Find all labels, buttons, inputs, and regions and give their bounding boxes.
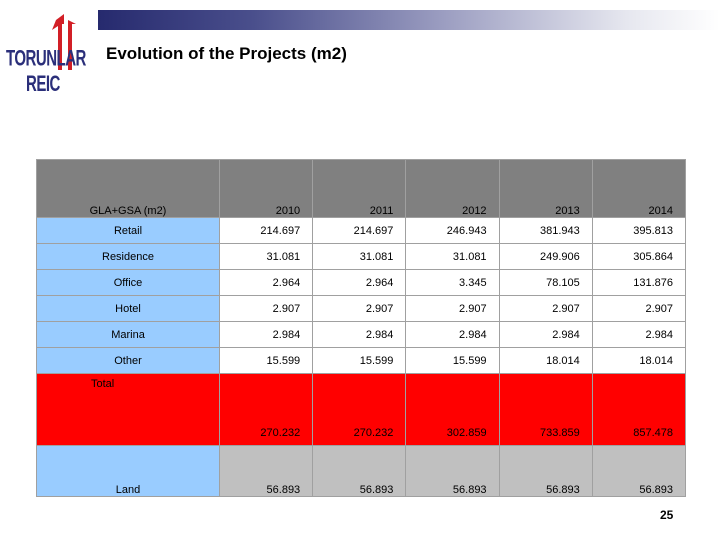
- table-cell: 381.943: [498, 217, 593, 244]
- table-cell: 2.907: [312, 295, 407, 322]
- table-row: Hotel 2.907 2.907 2.907 2.907 2.907: [36, 295, 687, 322]
- logo-mark-icon: [52, 14, 76, 70]
- table-cell: 246.943: [405, 217, 500, 244]
- land-row: Land 56.893 56.893 56.893 56.893 56.893: [36, 445, 687, 497]
- table-cell: 15.599: [405, 347, 500, 374]
- table-cell: 15.599: [218, 347, 314, 374]
- land-cell: 56.893: [218, 445, 314, 497]
- table-cell: 214.697: [312, 217, 407, 244]
- table-cell: 2.964: [218, 269, 314, 296]
- year-header: 2012: [405, 159, 500, 218]
- total-cell: 302.859: [405, 373, 500, 446]
- table-row: Marina 2.984 2.984 2.984 2.984 2.984: [36, 321, 687, 348]
- row-label: Other: [36, 347, 220, 374]
- corner-header: GLA+GSA (m2): [36, 159, 220, 218]
- header-gradient-bar: [98, 10, 720, 30]
- year-header: 2010: [218, 159, 314, 218]
- table-cell: 2.984: [591, 321, 687, 348]
- table-cell: 15.599: [312, 347, 407, 374]
- row-label: Hotel: [36, 295, 220, 322]
- row-label: Office: [36, 269, 220, 296]
- table-cell: 2.984: [218, 321, 314, 348]
- table-cell: 2.984: [405, 321, 500, 348]
- table-cell: 2.907: [591, 295, 687, 322]
- table-cell: 31.081: [405, 243, 500, 270]
- table-cell: 131.876: [591, 269, 687, 296]
- table-cell: 31.081: [312, 243, 407, 270]
- land-cell: 56.893: [591, 445, 687, 497]
- table-header-row: GLA+GSA (m2) 2010 2011 2012 2013 2014: [36, 159, 687, 218]
- total-cell: 733.859: [498, 373, 593, 446]
- land-label: Land: [36, 445, 220, 497]
- table-cell: 2.984: [312, 321, 407, 348]
- table-row: Office 2.964 2.964 3.345 78.105 131.876: [36, 269, 687, 296]
- table-cell: 395.813: [591, 217, 687, 244]
- table-row: Residence 31.081 31.081 31.081 249.906 3…: [36, 243, 687, 270]
- total-cell: 270.232: [218, 373, 314, 446]
- land-cell: 56.893: [405, 445, 500, 497]
- table-row: Retail 214.697 214.697 246.943 381.943 3…: [36, 217, 687, 244]
- table-cell: 249.906: [498, 243, 593, 270]
- total-cell: 270.232: [312, 373, 407, 446]
- table-cell: 18.014: [591, 347, 687, 374]
- table-cell: 3.345: [405, 269, 500, 296]
- total-row: Total 270.232 270.232 302.859 733.859 85…: [36, 373, 687, 446]
- total-label: Total: [36, 373, 220, 446]
- land-cell: 56.893: [312, 445, 407, 497]
- table-cell: 214.697: [218, 217, 314, 244]
- table-cell: 305.864: [591, 243, 687, 270]
- table-cell: 2.907: [218, 295, 314, 322]
- row-label: Retail: [36, 217, 220, 244]
- table-row: Other 15.599 15.599 15.599 18.014 18.014: [36, 347, 687, 374]
- logo-text: TORUNLARREIC: [6, 46, 86, 97]
- year-header: 2011: [312, 159, 407, 218]
- table-cell: 2.907: [498, 295, 593, 322]
- page-number: 25: [660, 508, 674, 522]
- table-cell: 78.105: [498, 269, 593, 296]
- year-header: 2013: [498, 159, 593, 218]
- table-cell: 18.014: [498, 347, 593, 374]
- projects-table: GLA+GSA (m2) 2010 2011 2012 2013 2014 Re…: [36, 159, 687, 497]
- land-cell: 56.893: [498, 445, 593, 497]
- year-header: 2014: [591, 159, 687, 218]
- total-cell: 857.478: [591, 373, 687, 446]
- row-label: Marina: [36, 321, 220, 348]
- table-cell: 2.984: [498, 321, 593, 348]
- page-title: Evolution of the Projects (m2): [106, 44, 347, 63]
- table-cell: 31.081: [218, 243, 314, 270]
- table-cell: 2.907: [405, 295, 500, 322]
- row-label: Residence: [36, 243, 220, 270]
- company-logo: TORUNLARREIC: [4, 14, 100, 97]
- table-cell: 2.964: [312, 269, 407, 296]
